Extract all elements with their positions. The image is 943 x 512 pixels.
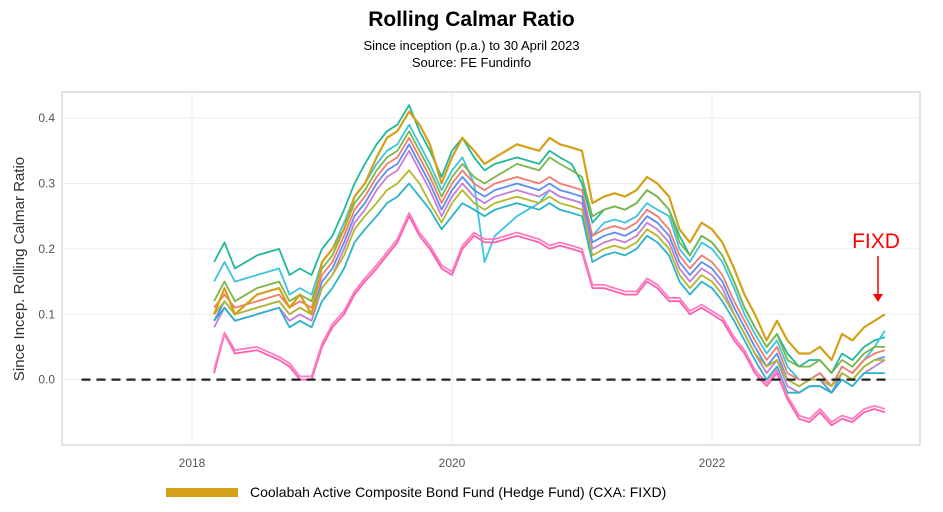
series-line-6 — [213, 149, 886, 394]
series-line-3 — [213, 130, 885, 375]
y-tick-label: 0.3 — [38, 177, 55, 191]
series-line-0 — [213, 110, 886, 362]
chart-source: Source: FE Fundinfo — [411, 55, 532, 70]
series-line-5 — [213, 143, 886, 394]
series-line-7 — [213, 169, 885, 388]
legend: Coolabah Active Composite Bond Fund (Hed… — [166, 483, 666, 501]
plot-area — [61, 91, 921, 446]
y-axis-label: Since Incep. Rolling Calmar Ratio — [11, 157, 28, 381]
series-line-9 — [213, 215, 886, 427]
series-line-8 — [213, 182, 885, 394]
y-tick-label: 0.1 — [38, 307, 55, 321]
series-line-4 — [213, 136, 886, 388]
fixd-annotation-arrow-head — [873, 294, 883, 302]
y-tick-label: 0.4 — [38, 111, 55, 125]
x-tick-label: 2020 — [439, 456, 466, 470]
chart-title: Rolling Calmar Ratio — [368, 8, 575, 31]
fixd-annotation-label: FIXD — [852, 230, 900, 253]
y-tick-label: 0.2 — [38, 242, 55, 256]
legend-label: Coolabah Active Composite Bond Fund (Hed… — [250, 484, 667, 500]
legend-swatch — [166, 487, 238, 497]
chart-subtitle: Since inception (p.a.) to 30 April 2023 — [363, 38, 580, 53]
y-tick-label: 0.0 — [38, 373, 55, 387]
x-tick-label: 2022 — [699, 456, 726, 470]
x-tick-label: 2018 — [179, 456, 206, 470]
